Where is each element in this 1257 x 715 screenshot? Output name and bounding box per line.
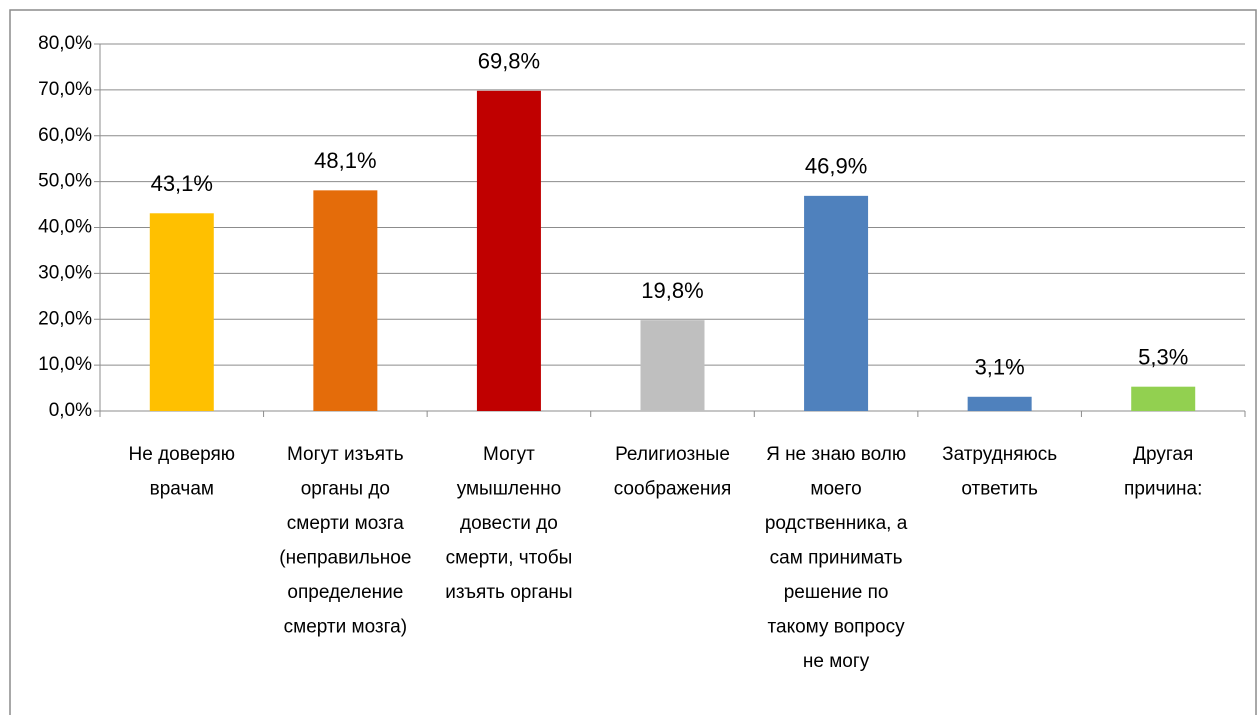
y-tick-label: 0,0% bbox=[49, 400, 92, 421]
bar bbox=[640, 320, 705, 411]
x-tick-label: решение по bbox=[784, 582, 889, 603]
y-tick-label: 40,0% bbox=[38, 217, 92, 238]
x-tick-label: Другая bbox=[1133, 444, 1193, 465]
x-tick-label: довести до bbox=[460, 513, 558, 534]
bar bbox=[1131, 386, 1196, 411]
x-tick-label: сам принимать bbox=[770, 548, 903, 569]
x-tick-label: (неправильное bbox=[279, 548, 411, 569]
x-tick-label: органы до bbox=[301, 479, 390, 500]
bar bbox=[804, 195, 869, 411]
value-label: 48,1% bbox=[314, 148, 376, 173]
bar bbox=[149, 213, 214, 411]
x-tick-label: такому вопросу bbox=[768, 617, 906, 638]
y-tick-label: 10,0% bbox=[38, 354, 92, 375]
x-tick-label: Могут изъять bbox=[287, 444, 404, 465]
value-label: 43,1% bbox=[151, 171, 213, 196]
x-tick-label: умышленно bbox=[457, 479, 561, 500]
x-tick-label: смерти, чтобы bbox=[446, 548, 573, 569]
y-tick-label: 80,0% bbox=[38, 33, 92, 54]
bar bbox=[313, 190, 378, 411]
x-tick-label: смерти мозга) bbox=[284, 617, 407, 638]
value-label: 19,8% bbox=[641, 278, 703, 303]
x-tick-label: врачам bbox=[150, 479, 214, 500]
x-tick-label: Не доверяю bbox=[129, 444, 236, 465]
chart-border bbox=[9, 9, 1257, 715]
x-tick-label: соображения bbox=[614, 479, 732, 500]
x-tick-label: определение bbox=[287, 582, 403, 603]
x-tick-label: моего bbox=[810, 479, 861, 500]
x-tick-label: причина: bbox=[1124, 479, 1202, 500]
y-tick-label: 60,0% bbox=[38, 125, 92, 146]
x-tick-label: не могу bbox=[803, 651, 870, 672]
y-tick-label: 50,0% bbox=[38, 171, 92, 192]
y-tick-label: 20,0% bbox=[38, 308, 92, 329]
y-tick-label: 30,0% bbox=[38, 262, 92, 283]
y-tick-label: 70,0% bbox=[38, 79, 92, 100]
value-label: 5,3% bbox=[1138, 344, 1188, 369]
x-tick-label: ответить bbox=[961, 479, 1038, 500]
bar bbox=[967, 396, 1032, 411]
bar bbox=[476, 90, 541, 411]
value-label: 3,1% bbox=[975, 355, 1025, 380]
value-label: 69,8% bbox=[478, 49, 540, 74]
x-tick-label: Могут bbox=[483, 444, 535, 465]
x-tick-label: родственника, а bbox=[765, 513, 908, 534]
x-tick-label: Религиозные bbox=[615, 444, 730, 465]
x-tick-label: Затрудняюсь bbox=[942, 444, 1057, 465]
value-label: 46,9% bbox=[805, 154, 867, 179]
x-tick-label: смерти мозга bbox=[287, 513, 405, 534]
x-tick-label: изъять органы bbox=[445, 582, 572, 603]
x-tick-label: Я не знаю волю bbox=[766, 444, 906, 465]
